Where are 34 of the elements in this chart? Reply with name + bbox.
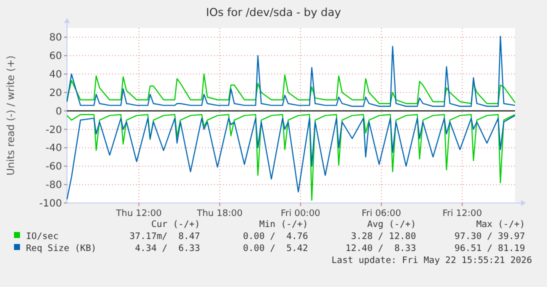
x-tick-label: Thu 18:00	[196, 209, 243, 219]
text: 3.28 / 12.80	[350, 232, 416, 242]
line-series	[66, 74, 516, 104]
text: 37.17m/ 8.47	[130, 232, 200, 242]
text: Last update: Fri May 22 15:55:21 2026	[332, 256, 532, 266]
y-tick-label: 20	[49, 88, 62, 99]
text: 12.40 / 8.33	[346, 244, 416, 254]
text: 4.34 / 6.33	[134, 244, 200, 254]
text: 0.00 / 4.76	[242, 232, 308, 242]
y-tick-label: -20	[46, 124, 62, 136]
y-axis-title: Units read (-) / write (+)	[6, 55, 17, 176]
x-tick-label: Fri 12:00	[442, 209, 482, 219]
y-tick-label: 80	[49, 32, 62, 44]
y-tick-label: -60	[46, 162, 62, 173]
x-tick-label: Fri 00:00	[280, 209, 321, 219]
y-tick-label: -100	[39, 198, 62, 210]
line-series	[66, 36, 516, 107]
y-tick-label: -80	[46, 180, 62, 192]
legend-label: Req Size (KB)	[26, 244, 96, 254]
y-tick-label: -40	[46, 143, 62, 154]
y-tick-label: 60	[49, 51, 62, 62]
text: 0.00 / 5.42	[242, 244, 308, 254]
legend-label: IO/sec	[26, 232, 59, 242]
text: 96.51 / 81.19	[454, 244, 525, 254]
y-tick-label: 40	[49, 70, 62, 81]
chart-title: IOs for /dev/sda - by day	[206, 6, 342, 19]
y-tick-label: 0	[56, 106, 62, 118]
text: Avg (-/+)	[367, 220, 416, 230]
text: 97.30 / 39.97	[454, 232, 525, 242]
x-tick-label: Thu 12:00	[115, 209, 162, 219]
text: Cur (-/+)	[151, 220, 200, 230]
x-tick-label: Fri 06:00	[362, 209, 402, 219]
text: Min (-/+)	[259, 220, 308, 230]
text: Max (-/+)	[476, 220, 525, 230]
